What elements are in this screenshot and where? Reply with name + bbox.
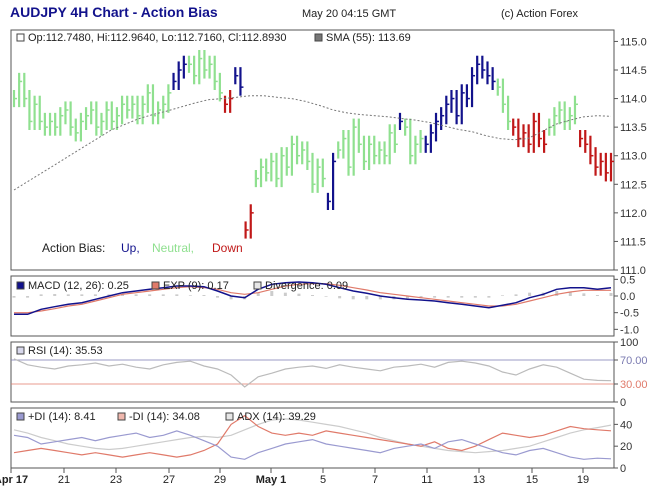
y-tick-label: 0 (620, 463, 626, 475)
divergence-legend-label: Divergence: 0.09 (265, 280, 348, 292)
bias-legend-up: Up, (121, 241, 140, 255)
panel-macd-frame (10, 275, 615, 337)
sma-line (13, 95, 612, 191)
x-tick-label: May 1 (256, 474, 287, 486)
plus-di-line (13, 430, 612, 460)
x-tick-label: 23 (110, 474, 122, 486)
sma-legend-label: SMA (55): 113.69 (326, 32, 411, 44)
bias-legend-down: Down (212, 241, 243, 255)
adx-legend-swatch (225, 412, 234, 421)
rsi-legend-label: RSI (14): 35.53 (28, 345, 103, 357)
ohlc-legend-swatch (16, 33, 25, 42)
exp-line (14, 283, 611, 314)
y-tick-label: 40 (620, 419, 632, 431)
panel-adx-frame (10, 407, 615, 469)
y-tick-label: 0 (620, 397, 626, 409)
y-tick-label: 0.5 (620, 274, 635, 286)
x-tick-label: 27 (163, 474, 175, 486)
divergence-legend-swatch (253, 281, 262, 290)
x-tick-label: 11 (421, 474, 432, 486)
bias-legend-title: Action Bias: (42, 241, 105, 255)
adx-legend-label: ADX (14): 39.29 (237, 411, 316, 423)
exp-legend-label: EXP (9): 0.17 (163, 280, 229, 292)
y-tick-label: 112.0 (620, 208, 647, 220)
y-tick-label: -1.0 (620, 324, 639, 336)
y-tick-label: 114.0 (620, 94, 647, 106)
macd-line (14, 281, 612, 316)
y-tick-label: 112.5 (620, 179, 647, 191)
x-tick-label: Apr 17 (0, 474, 28, 486)
adx-line (13, 418, 612, 454)
y-tick-label: 111.5 (620, 236, 646, 248)
y-tick-label: 20 (620, 441, 632, 453)
y-tick-label: 113.5 (620, 122, 647, 134)
chart-datetime: May 20 04:15 GMT (302, 8, 397, 20)
plus-di-legend-label: +DI (14): 8.41 (28, 411, 96, 423)
chart-title: AUDJPY 4H Chart - Action Bias (10, 4, 218, 20)
x-tick-label: 21 (58, 474, 70, 486)
y-tick-label: 70.00 (620, 355, 648, 367)
exp-legend-swatch (151, 281, 160, 290)
minus-di-line (13, 414, 612, 458)
bias-legend-neutral: Neutral, (152, 241, 194, 255)
copyright-text: (c) Action Forex (501, 8, 579, 20)
sma-legend-swatch (314, 33, 323, 42)
x-tick-label: 7 (372, 474, 378, 486)
x-tick-label: 19 (577, 474, 589, 486)
x-tick-label: 29 (214, 474, 226, 486)
plus-di-legend-swatch (16, 412, 25, 421)
y-tick-label: 114.5 (620, 65, 647, 77)
y-tick-label: 0.0 (620, 291, 635, 303)
panel-rsi-frame (10, 341, 615, 403)
macd-legend-swatch (16, 281, 25, 290)
y-tick-label: -0.5 (620, 308, 639, 320)
panel-price-frame (10, 29, 615, 271)
x-tick-label: 13 (473, 474, 485, 486)
x-tick-label: 15 (526, 474, 538, 486)
y-tick-label: 113.0 (620, 151, 647, 163)
y-tick-label: 100 (620, 337, 638, 349)
minus-di-legend-label: -DI (14): 34.08 (129, 411, 200, 423)
minus-di-legend-swatch (117, 412, 126, 421)
rsi-line (13, 358, 612, 388)
x-tick-label: 5 (320, 474, 326, 486)
macd-legend-label: MACD (12, 26): 0.25 (28, 280, 129, 292)
y-tick-label: 111.0 (620, 265, 646, 277)
rsi-legend-swatch (16, 346, 25, 355)
y-tick-label: 115.0 (620, 36, 647, 48)
y-tick-label: 30.00 (620, 379, 648, 391)
ohlc-legend-label: Op:112.7480, Hi:112.9640, Lo:112.7160, C… (28, 32, 287, 44)
